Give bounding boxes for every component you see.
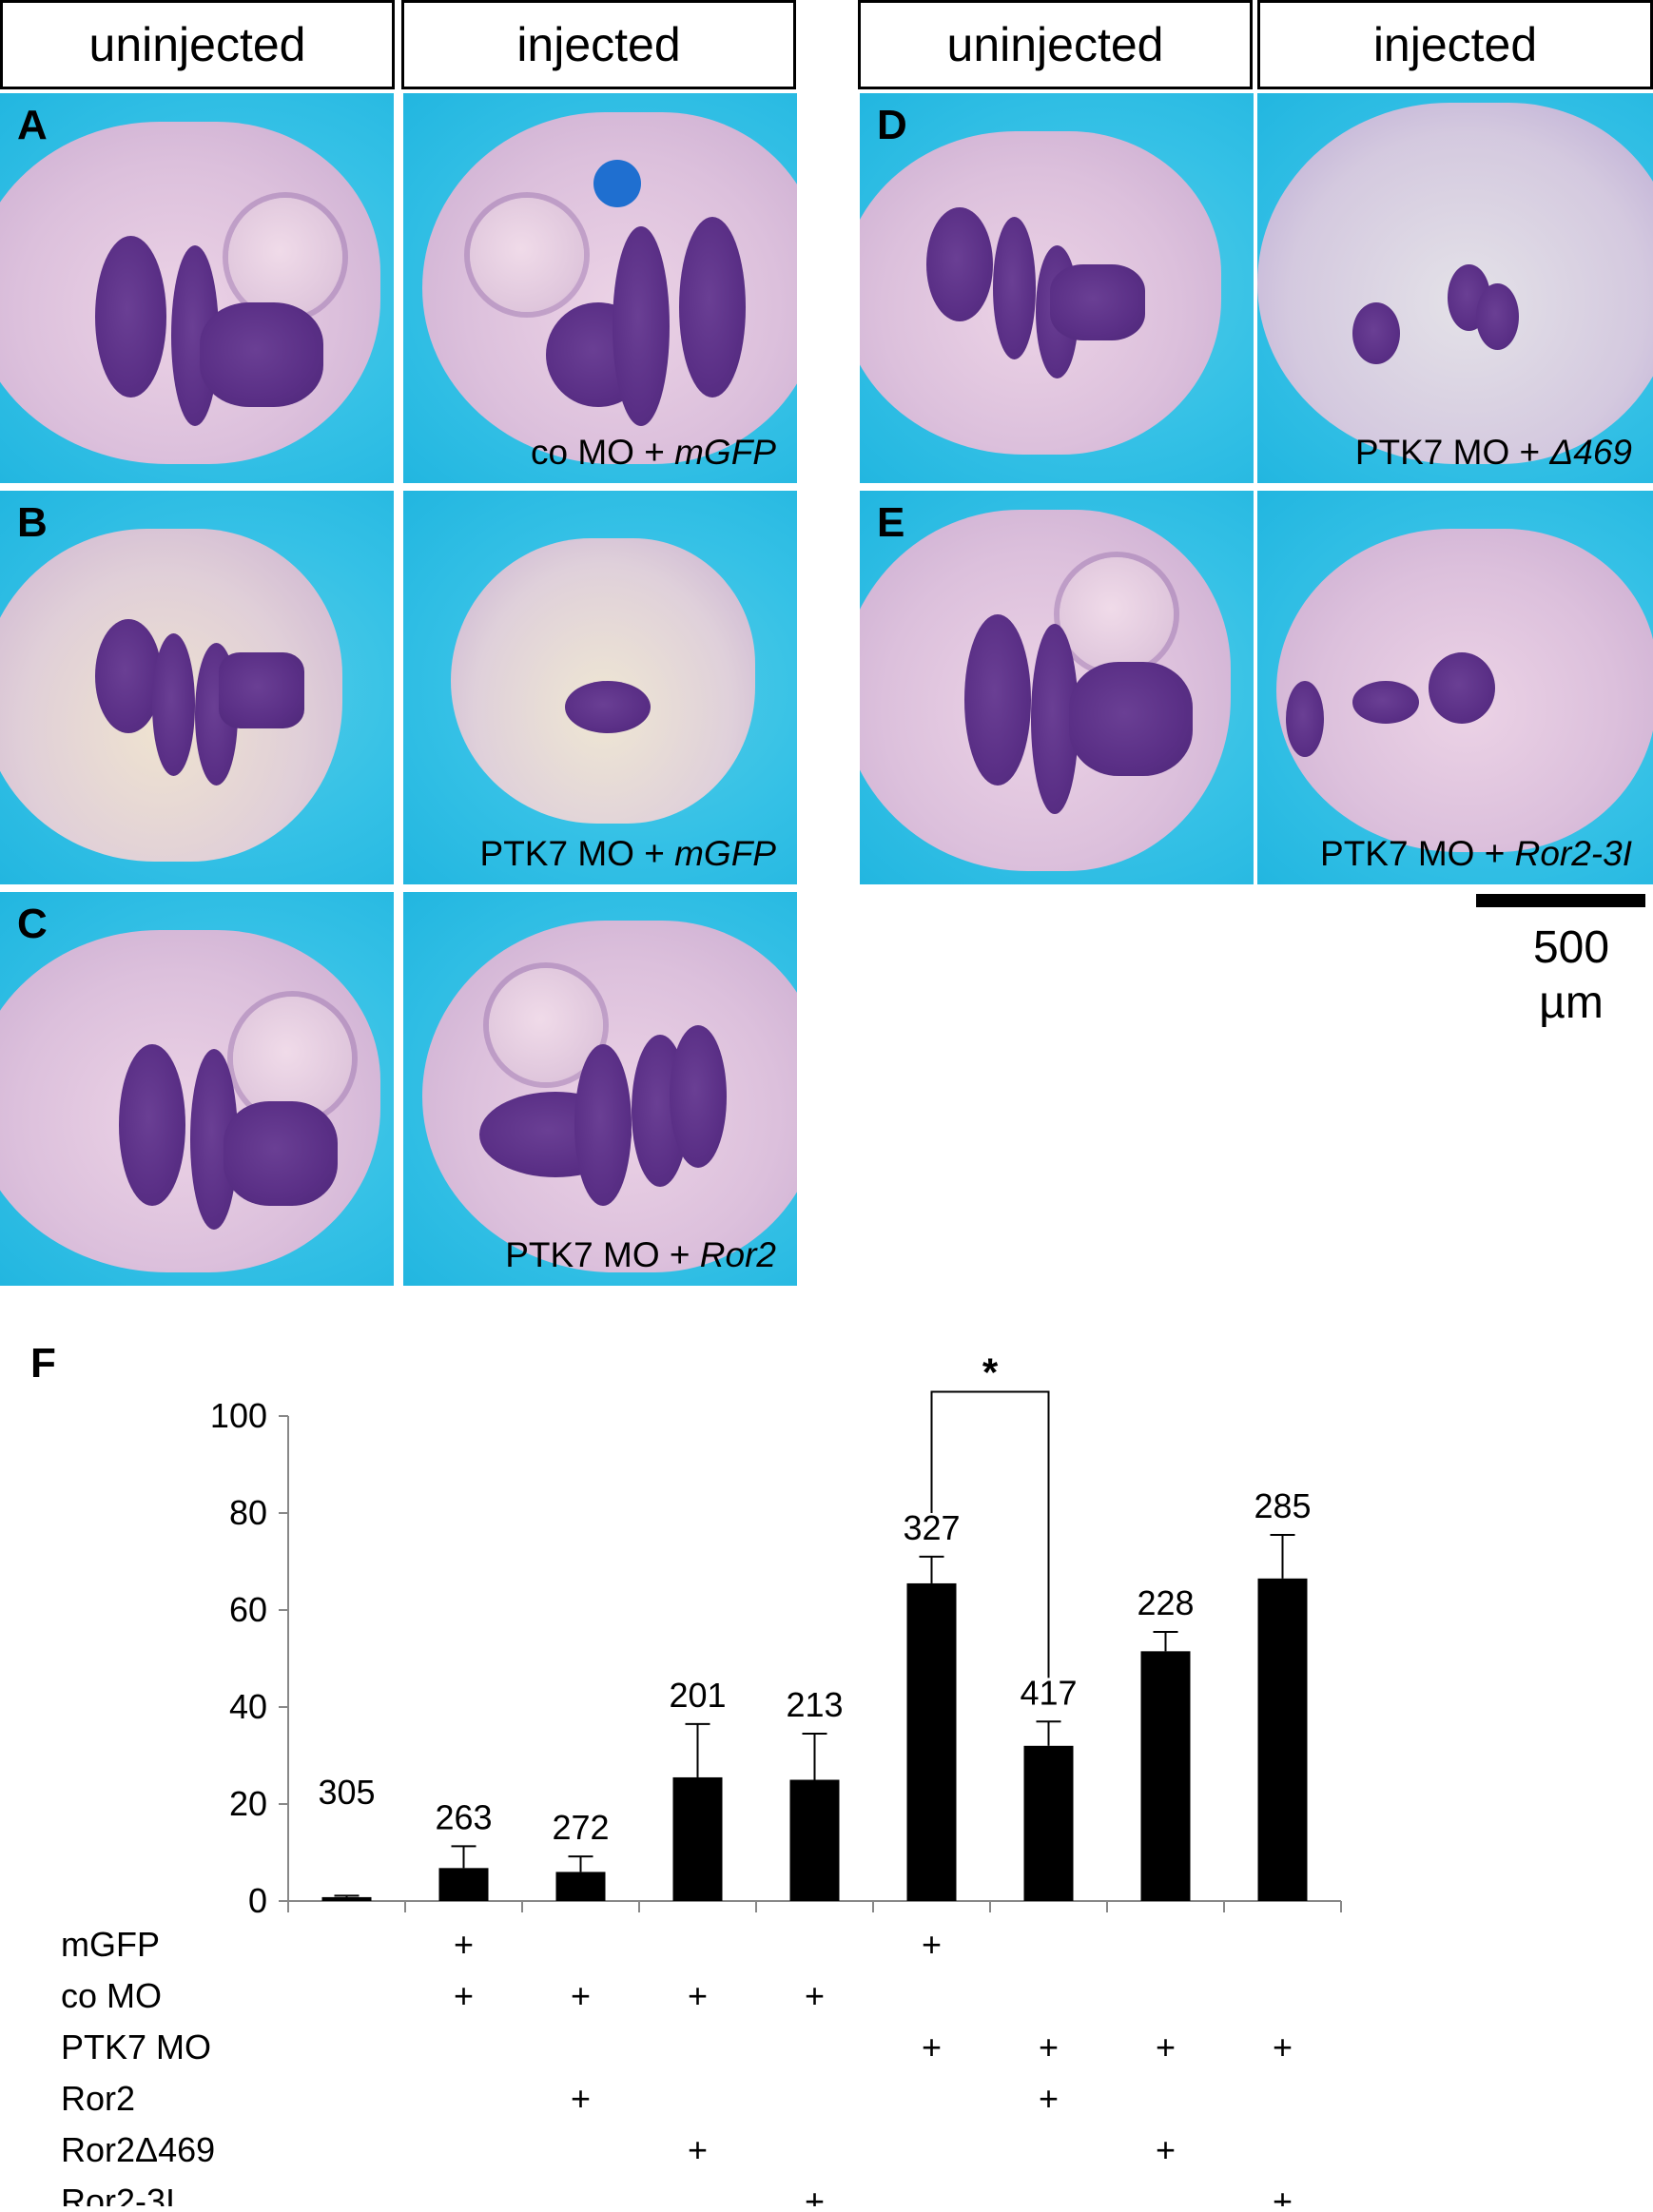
condition-mark: + <box>571 2079 591 2118</box>
header-right-uninjected: uninjected <box>858 0 1253 89</box>
y-tick-label: 40 <box>229 1687 267 1726</box>
y-tick-label: 100 <box>210 1396 267 1435</box>
significance-star: * <box>982 1350 999 1395</box>
panel-c-uninjected: C <box>0 892 394 1286</box>
n-label: 228 <box>1137 1583 1194 1622</box>
condition-row-label: Ror2 <box>61 2079 135 2118</box>
header-left-injected: injected <box>401 0 796 89</box>
bar <box>906 1582 957 1901</box>
panel-label-d: D <box>877 102 907 148</box>
n-label: 201 <box>669 1676 726 1715</box>
condition-mark: + <box>1273 2182 1293 2206</box>
y-tick-label: 0 <box>248 1881 267 1920</box>
n-label: 305 <box>318 1773 375 1812</box>
y-tick-label: 20 <box>229 1784 267 1823</box>
condition-label-b: PTK7 MO + mGFP <box>479 834 776 873</box>
n-label: 213 <box>786 1685 843 1724</box>
scale-bar <box>1476 894 1645 907</box>
bar-chart: 0 20 40 60 80 100 305 263 272 201 213 327 417 228 285 *… <box>61 1350 1342 2206</box>
panel-b-injected: PTK7 MO + mGFP <box>403 491 797 884</box>
panel-a-uninjected: A <box>0 93 394 483</box>
header-left-uninjected: uninjected <box>0 0 395 89</box>
scale-bar-label: 500 µm <box>1476 921 1653 1030</box>
panel-label-a: A <box>17 102 48 148</box>
panel-d-injected: PTK7 MO + Δ469 <box>1257 93 1653 483</box>
condition-mark: + <box>922 1925 942 1964</box>
condition-mark: + <box>688 2130 708 2169</box>
n-label: 327 <box>903 1508 960 1547</box>
condition-row-label: mGFP <box>61 1925 160 1964</box>
condition-row-label: co MO <box>61 1976 162 2015</box>
panel-label-e: E <box>877 499 905 546</box>
y-tick-label: 80 <box>229 1493 267 1532</box>
panel-label-b: B <box>17 499 48 546</box>
condition-mark: + <box>1039 2079 1059 2118</box>
condition-mark: + <box>1039 2028 1059 2066</box>
condition-row-label: Ror2-3I <box>61 2182 175 2206</box>
condition-mark: + <box>454 1976 474 2015</box>
panel-label-c: C <box>17 901 48 947</box>
condition-mark: + <box>571 1976 591 2015</box>
condition-mark: + <box>1273 2028 1293 2066</box>
bar <box>555 1872 606 1901</box>
panel-a-injected: co MO + mGFP <box>403 93 797 483</box>
scale-bar-unit: µm <box>1539 977 1604 1028</box>
condition-row-label: Ror2Δ469 <box>61 2130 215 2169</box>
bar <box>789 1779 840 1901</box>
panel-c-injected: PTK7 MO + Ror2 <box>403 892 797 1286</box>
header-right-injected: injected <box>1257 0 1653 89</box>
bar <box>438 1868 489 1901</box>
n-label: 417 <box>1020 1673 1077 1712</box>
bar <box>1140 1651 1191 1901</box>
condition-mark: + <box>1156 2028 1176 2066</box>
bar <box>321 1896 372 1901</box>
scale-bar-value: 500 <box>1532 922 1610 973</box>
panel-label-f: F <box>30 1340 56 1387</box>
condition-mark: + <box>1156 2130 1176 2169</box>
condition-mark: + <box>805 2182 825 2206</box>
condition-label-a: co MO + mGFP <box>530 433 776 472</box>
condition-label-d: PTK7 MO + Δ469 <box>1354 433 1632 472</box>
panel-b-uninjected: B <box>0 491 394 884</box>
bar <box>1257 1578 1308 1901</box>
condition-mark: + <box>454 1925 474 1964</box>
condition-label-c: PTK7 MO + Ror2 <box>505 1235 776 1274</box>
significance-bracket <box>930 1390 1050 1678</box>
n-label: 263 <box>435 1797 492 1836</box>
n-label: 285 <box>1254 1486 1311 1525</box>
condition-mark: + <box>805 1976 825 2015</box>
bar <box>672 1776 723 1901</box>
panel-d-uninjected: D <box>860 93 1254 483</box>
n-label: 272 <box>552 1808 609 1847</box>
bar <box>1023 1745 1074 1901</box>
condition-label-e: PTK7 MO + Ror2-3I <box>1320 834 1632 873</box>
condition-mark: + <box>688 1976 708 2015</box>
panel-e-injected: PTK7 MO + Ror2-3I <box>1257 491 1653 884</box>
panel-e-uninjected: E <box>860 491 1254 884</box>
condition-row-label: PTK7 MO <box>61 2028 211 2066</box>
condition-mark: + <box>922 2028 942 2066</box>
y-tick-label: 60 <box>229 1590 267 1629</box>
